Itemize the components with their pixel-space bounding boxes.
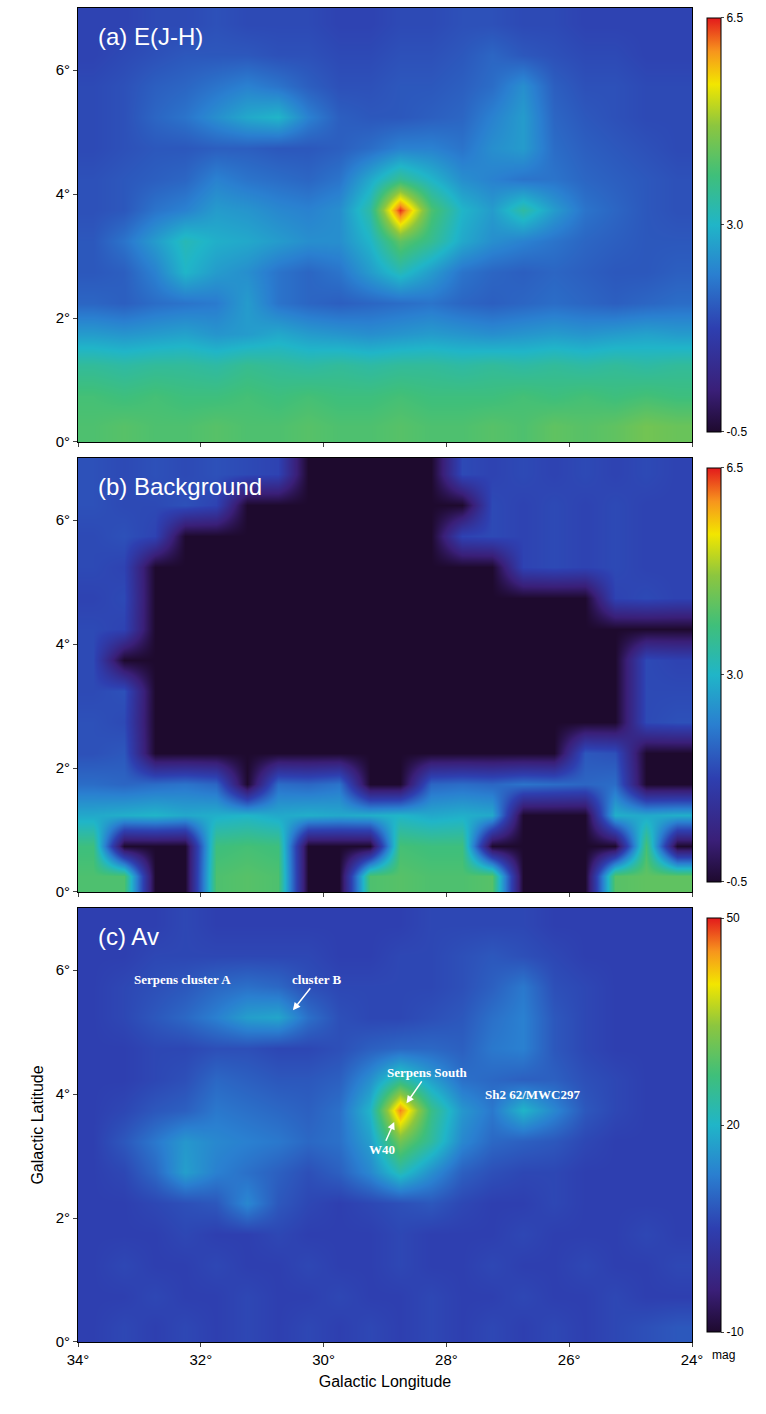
svg-text:(a) E(J-H): (a) E(J-H): [98, 23, 203, 50]
svg-text:34°: 34°: [67, 1351, 90, 1368]
svg-text:Galactic Longitude: Galactic Longitude: [319, 1373, 452, 1390]
svg-text:50: 50: [726, 911, 740, 925]
svg-text:-10: -10: [726, 1325, 744, 1339]
svg-text:-0.5: -0.5: [726, 875, 747, 889]
svg-text:0°: 0°: [56, 433, 70, 450]
svg-text:6.5: 6.5: [726, 11, 743, 25]
svg-text:24°: 24°: [681, 1351, 704, 1368]
svg-text:4°: 4°: [56, 185, 70, 202]
svg-text:Galactic Latitude: Galactic Latitude: [29, 1065, 46, 1184]
svg-text:4°: 4°: [56, 635, 70, 652]
svg-text:4°: 4°: [56, 1085, 70, 1102]
svg-text:6°: 6°: [56, 511, 70, 528]
svg-text:3.0: 3.0: [726, 218, 743, 232]
svg-text:2°: 2°: [56, 309, 70, 326]
svg-text:cluster B: cluster B: [292, 972, 342, 987]
svg-text:2°: 2°: [56, 1209, 70, 1226]
svg-text:3.0: 3.0: [726, 668, 743, 682]
svg-text:0°: 0°: [56, 1333, 70, 1350]
svg-text:0°: 0°: [56, 883, 70, 900]
svg-text:Serpens cluster A: Serpens cluster A: [134, 972, 231, 987]
svg-text:28°: 28°: [435, 1351, 458, 1368]
svg-text:W40: W40: [369, 1142, 395, 1157]
svg-text:30°: 30°: [312, 1351, 335, 1368]
svg-text:26°: 26°: [558, 1351, 581, 1368]
svg-text:32°: 32°: [189, 1351, 212, 1368]
svg-text:6°: 6°: [56, 961, 70, 978]
svg-text:6.5: 6.5: [726, 461, 743, 475]
svg-text:mag: mag: [712, 1348, 735, 1362]
svg-text:(b) Background: (b) Background: [98, 473, 262, 500]
svg-text:-0.5: -0.5: [726, 425, 747, 439]
svg-text:(c) Av: (c) Av: [98, 923, 159, 950]
svg-text:Sh2 62/MWC297: Sh2 62/MWC297: [485, 1087, 580, 1102]
svg-text:2°: 2°: [56, 759, 70, 776]
svg-text:Serpens South: Serpens South: [387, 1065, 468, 1080]
svg-text:20: 20: [726, 1118, 740, 1132]
svg-text:6°: 6°: [56, 61, 70, 78]
